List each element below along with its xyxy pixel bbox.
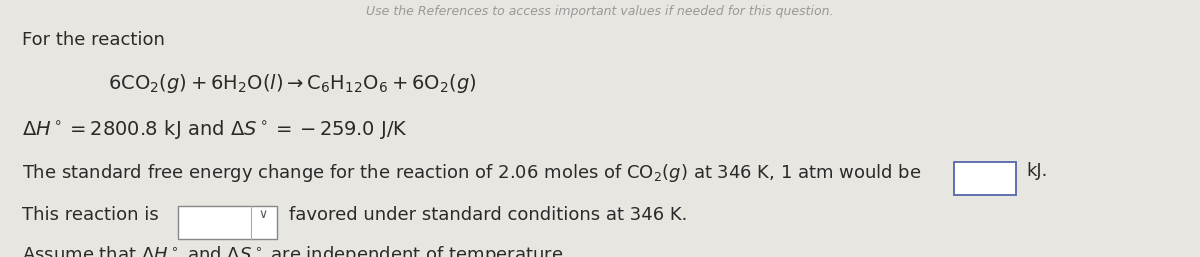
FancyBboxPatch shape <box>954 162 1016 195</box>
Text: The standard free energy change for the reaction of 2.06 moles of $\mathrm{CO_2}: The standard free energy change for the … <box>22 162 922 184</box>
Text: kJ.: kJ. <box>1026 162 1048 180</box>
Text: Use the References to access important values if needed for this question.: Use the References to access important v… <box>366 5 834 18</box>
Text: $\Delta H^\circ = 2800.8\ \mathrm{kJ}\ \mathrm{and}\ \Delta S^\circ = -259.0\ \m: $\Delta H^\circ = 2800.8\ \mathrm{kJ}\ \… <box>22 118 408 141</box>
Text: favored under standard conditions at 346 K.: favored under standard conditions at 346… <box>289 206 688 224</box>
FancyBboxPatch shape <box>178 206 277 239</box>
Text: ∨: ∨ <box>258 208 268 221</box>
Text: For the reaction: For the reaction <box>22 31 164 49</box>
Text: $6\mathrm{CO_2}(g) + 6\mathrm{H_2O}(l) \rightarrow \mathrm{C_6H_{12}O_6} + 6\mat: $6\mathrm{CO_2}(g) + 6\mathrm{H_2O}(l) \… <box>108 72 476 95</box>
Text: This reaction is: This reaction is <box>22 206 158 224</box>
Text: Assume that $\Delta H^\circ$ and $\Delta S^\circ$ are independent of temperature: Assume that $\Delta H^\circ$ and $\Delta… <box>22 244 568 257</box>
